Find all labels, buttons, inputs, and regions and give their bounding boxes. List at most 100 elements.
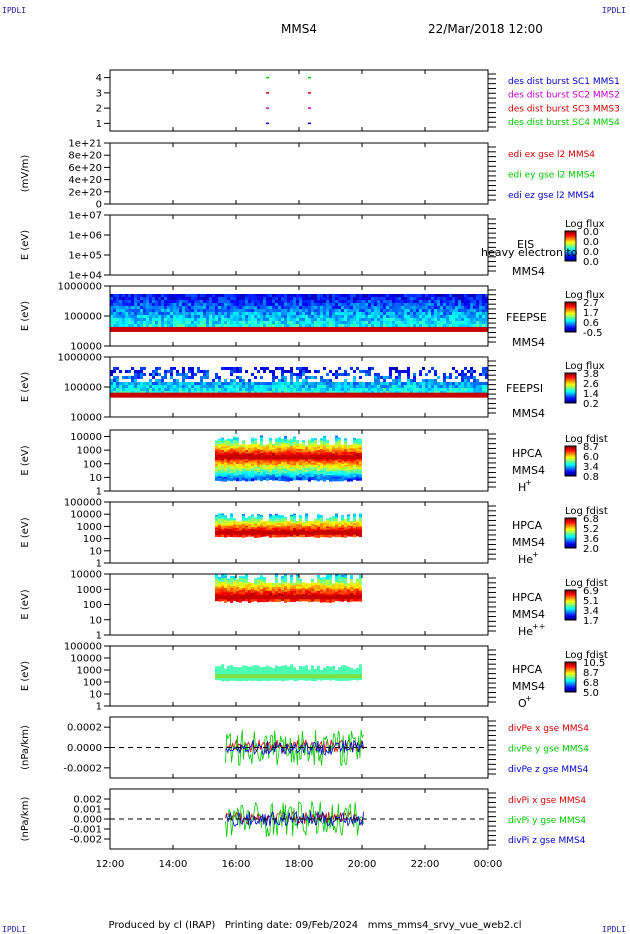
heatmap-cell [314,598,317,602]
colorbar-tick-label: 0.2 [583,399,599,410]
heatmap-cell [350,448,353,452]
heatmap-cell [320,523,323,527]
colorbar-tick-label: -0.5 [583,328,603,339]
heatmap-cell [128,324,131,327]
heatmap-cell [323,478,326,482]
heatmap-cell [125,318,128,321]
heatmap-cell [338,367,341,370]
heatmap-cell [278,462,281,466]
heatmap-cell [329,459,332,463]
heatmap-cell [479,312,482,315]
heatmap-cell [143,315,146,318]
heatmap-cell [338,580,341,584]
heatmap-cell [116,391,119,394]
colorbar-strip [565,452,576,454]
heatmap-cell [314,584,317,588]
heatmap-cell [257,306,260,309]
colorbar-strip [565,465,576,467]
heatmap-cell [182,294,185,297]
colorbar-tick-label: 1.4 [583,389,599,400]
heatmap-cell [236,587,239,591]
heatmap-cell [242,468,245,472]
colorbar-strip [565,468,576,470]
heatmap-cell [290,516,293,520]
colorbar-strip [565,238,576,240]
heatmap-cell [281,373,284,376]
y-tick-label: 0 [96,200,102,211]
colorbar-strip [565,243,576,245]
heatmap-cell [329,476,332,480]
heatmap-cell [314,382,317,385]
heatmap-cell [383,312,386,315]
heatmap-cell [251,516,254,520]
colorbar-strip [565,531,576,533]
heatmap-cell [350,476,353,480]
corner-label-bottom-left: IPDLI [2,925,27,934]
heatmap-cell [233,465,236,469]
heatmap-cell [236,521,239,525]
heatmap-cell [287,525,290,529]
heatmap-cell [365,318,368,321]
heatmap-cell [377,321,380,324]
heatmap-cell [395,294,398,297]
heatmap-cell [236,527,239,531]
heatmap-cell [215,321,218,324]
heatmap-cell [170,294,173,297]
heatmap-cell [416,324,419,327]
heatmap-cell [227,451,230,455]
heatmap-cell [359,518,362,522]
heatmap-cell [311,475,314,479]
heatmap-cell [434,391,437,394]
heatmap-cell [203,324,206,327]
heatmap-cell [254,318,257,321]
heatmap-cell [326,306,329,309]
heatmap-cell [389,324,392,327]
heatmap-cell [167,324,170,327]
heatmap-cell [335,465,338,469]
heatmap-cell [260,303,263,306]
heatmap-cell [218,461,221,465]
heatmap-cell [341,574,344,578]
heatmap-cell [470,294,473,297]
heatmap-cell [296,382,299,385]
heatmap-cell [317,449,320,453]
heatmap-cell [161,294,164,297]
heatmap-cell [296,524,299,528]
heatmap-cell [473,312,476,315]
heatmap-cell [341,592,344,596]
heatmap-cell [281,527,284,531]
heatmap-cell [161,382,164,385]
heatmap-cell [314,475,317,479]
colorbar-strip [565,374,576,376]
heatmap-cell [272,470,275,474]
heatmap-cell [248,379,251,382]
heatmap-cell [452,367,455,370]
heatmap-cell [188,388,191,391]
heatmap-cell [329,573,332,577]
heatmap-cell [146,391,149,394]
heatmap-cell [431,321,434,324]
heatmap-cell [281,584,284,588]
heatmap-cell [203,294,206,297]
heatmap-cell [215,303,218,306]
heatmap-cell [485,391,488,394]
heatmap-cell [326,587,329,591]
heatmap-cell [407,300,410,303]
heatmap-cell [359,452,362,456]
heatmap-cell [215,461,218,465]
sc-label-5: MMS4 [512,464,545,477]
heatmap-cell [236,523,239,527]
heatmap-cell [305,370,308,373]
heatmap-cell [332,583,335,587]
heatmap-cell [371,321,374,324]
heatmap-cell [305,590,308,594]
heatmap-cell [311,309,314,312]
heatmap-cell [323,579,326,583]
heatmap-cell [404,312,407,315]
heatmap-cell [305,584,308,588]
heatmap-cell [161,324,164,327]
heatmap-cell [347,589,350,593]
heatmap-cell [197,315,200,318]
heatmap-cell [317,478,320,482]
heatmap-cell [332,464,335,468]
